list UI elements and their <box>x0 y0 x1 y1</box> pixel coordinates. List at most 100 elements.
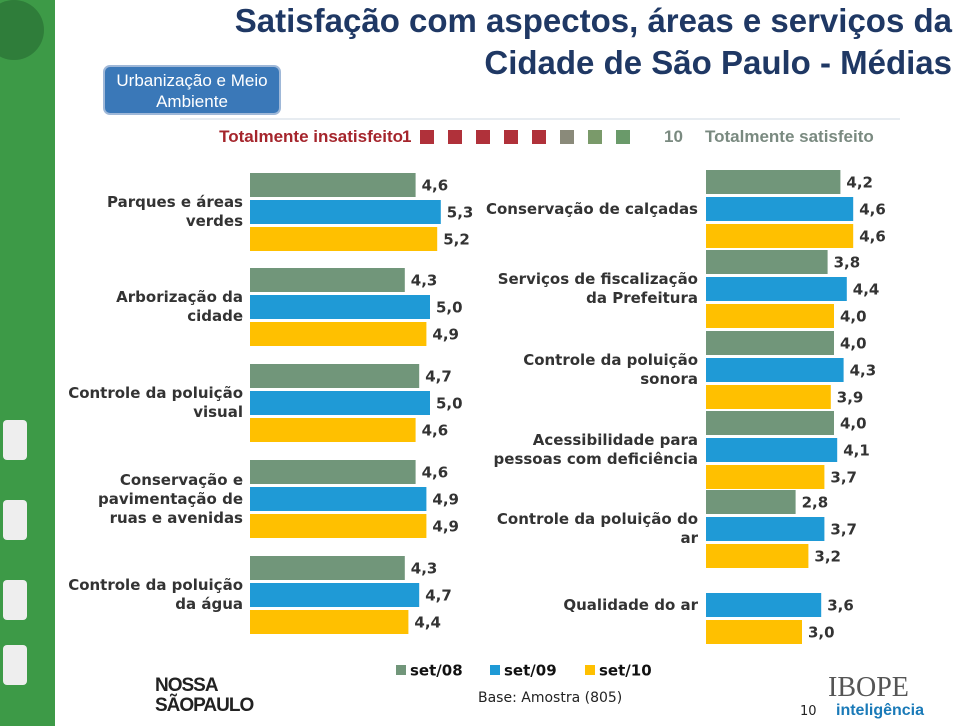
bar <box>706 224 854 248</box>
legend-label: set/08 <box>410 662 463 680</box>
bar <box>706 620 802 644</box>
scale-high: Totalmente satisfeito <box>705 127 874 146</box>
bar <box>250 173 416 197</box>
value-label: 4,9 <box>432 518 459 536</box>
scale-min: 1 <box>402 127 412 146</box>
value-label: 4,6 <box>422 464 449 482</box>
bar <box>706 250 828 274</box>
bar <box>250 364 420 388</box>
bar <box>250 460 416 484</box>
scale-max: 10 <box>664 127 683 146</box>
category-label: Controle da poluição do ar <box>496 510 698 547</box>
bar <box>250 514 427 538</box>
category-label: Arborização da cidade <box>116 288 243 325</box>
bar <box>250 227 438 251</box>
value-label: 5,0 <box>436 395 463 413</box>
category-label: Qualidade do ar <box>563 595 698 614</box>
value-label: 4,2 <box>846 174 873 192</box>
sign-icon <box>3 500 27 540</box>
value-label: 3,7 <box>830 521 857 539</box>
category-label: Parques e áreas verdes <box>107 193 243 230</box>
value-label: 5,0 <box>436 299 463 317</box>
value-label: 5,2 <box>443 231 470 249</box>
value-label: 4,9 <box>432 326 459 344</box>
scale-square <box>532 130 546 144</box>
page-number: 10 <box>800 704 817 719</box>
bar <box>706 465 825 489</box>
scale-square <box>448 130 462 144</box>
value-label: 3,0 <box>808 624 835 642</box>
bar <box>250 268 405 292</box>
scale-square <box>420 130 434 144</box>
bar <box>706 331 834 355</box>
value-label: 2,8 <box>802 494 829 512</box>
legend-swatch <box>490 665 500 675</box>
bar <box>706 385 831 409</box>
sign-icon <box>3 580 27 620</box>
badge-text: Urbanização e Meio Ambiente <box>116 71 268 111</box>
bar <box>250 556 405 580</box>
bar <box>250 610 409 634</box>
value-label: 3,9 <box>837 389 864 407</box>
logo-right: IBOPE <box>828 672 909 703</box>
bar <box>706 544 809 568</box>
scale-square <box>476 130 490 144</box>
scale-square <box>504 130 518 144</box>
sign-icon <box>3 420 27 460</box>
category-label: Controle da poluição sonora <box>523 351 698 388</box>
category-label: Controle da poluição da água <box>68 576 243 613</box>
category-label: Serviços de fiscalização da Prefeitura <box>497 270 698 307</box>
bar <box>250 200 441 224</box>
value-label: 4,6 <box>859 201 886 219</box>
title-line: Satisfação com aspectos, áreas e serviço… <box>234 2 952 39</box>
value-label: 4,6 <box>422 177 449 195</box>
value-label: 4,3 <box>850 362 877 380</box>
bar <box>706 170 841 194</box>
value-label: 4,4 <box>853 281 880 299</box>
legend-swatch <box>585 665 595 675</box>
bar <box>706 358 844 382</box>
base-note: Base: Amostra (805) <box>478 690 623 706</box>
value-label: 4,7 <box>425 587 452 605</box>
title-line: Cidade de São Paulo - Médias <box>484 44 952 81</box>
bar <box>706 593 822 617</box>
bar <box>250 295 430 319</box>
bar <box>706 490 796 514</box>
badge-box <box>103 65 281 115</box>
legend-label: set/09 <box>504 662 557 680</box>
value-label: 4,0 <box>840 335 867 353</box>
scale-square <box>588 130 602 144</box>
bar <box>250 391 430 415</box>
bar <box>706 438 838 462</box>
category-label: Acessibilidade para pessoas com deficiên… <box>493 431 698 468</box>
value-label: 4,0 <box>840 415 867 433</box>
legend-label: set/10 <box>599 662 652 680</box>
value-label: 4,0 <box>840 308 867 326</box>
value-label: 4,7 <box>425 368 452 386</box>
bar <box>706 517 825 541</box>
bar <box>706 277 847 301</box>
value-label: 4,4 <box>414 614 441 632</box>
logo-right-sub: inteligência <box>836 702 925 719</box>
value-label: 4,6 <box>859 228 886 246</box>
value-label: 4,3 <box>411 272 438 290</box>
category-label: Conservação de calçadas <box>485 199 698 218</box>
value-label: 3,6 <box>827 597 854 615</box>
category-label: Controle da poluição visual <box>68 384 243 421</box>
value-label: 3,7 <box>830 469 857 487</box>
bar <box>706 197 854 221</box>
legend-swatch <box>396 665 406 675</box>
bar <box>706 304 834 328</box>
bar <box>250 322 427 346</box>
scale-square <box>616 130 630 144</box>
value-label: 4,9 <box>432 491 459 509</box>
category-label: Conservação e pavimentação de ruas e ave… <box>97 470 243 527</box>
bar <box>250 487 427 511</box>
logo-left: NOSSA SÃOPAULO <box>155 675 254 716</box>
value-label: 4,1 <box>843 442 870 460</box>
scale-square <box>560 130 574 144</box>
value-label: 4,3 <box>411 560 438 578</box>
scale-low: Totalmente insatisfeito <box>219 127 403 146</box>
value-label: 4,6 <box>422 422 449 440</box>
value-label: 5,3 <box>447 204 474 222</box>
